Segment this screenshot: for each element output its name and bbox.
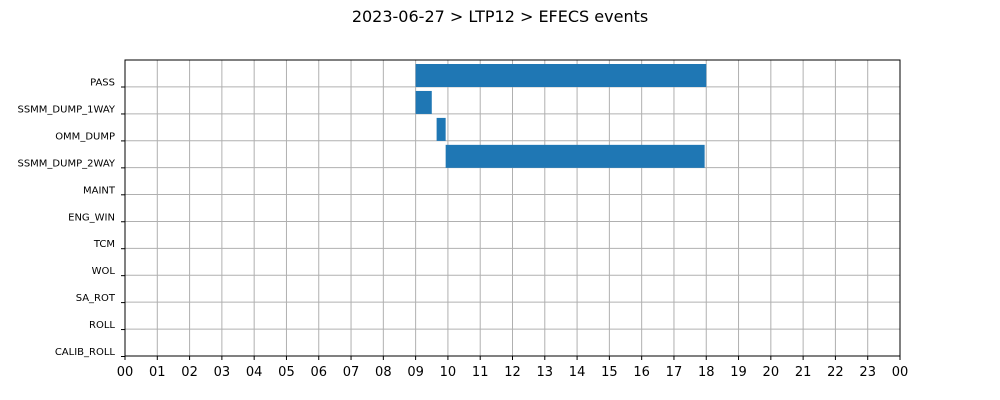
y-tick-label: WOL — [92, 266, 116, 277]
event-bar — [415, 90, 432, 114]
x-tick-label: 21 — [795, 365, 812, 380]
y-tick-label: SA_ROT — [76, 293, 116, 304]
y-tick-label: OMM_DUMP — [55, 131, 115, 142]
x-tick-label: 03 — [214, 365, 231, 380]
y-tick-label: PASS — [90, 78, 115, 89]
x-tick-label: 15 — [601, 365, 618, 380]
chart-title: 2023-06-27 > LTP12 > EFECS events — [352, 7, 648, 26]
x-tick-label: 00 — [117, 365, 134, 380]
x-tick-label: 20 — [763, 365, 780, 380]
x-tick-label: 22 — [827, 365, 844, 380]
x-tick-label: 13 — [537, 365, 554, 380]
event-bars — [415, 64, 707, 168]
x-tick-label: 07 — [343, 365, 360, 380]
event-bar — [445, 144, 705, 168]
x-tick-label: 05 — [278, 365, 295, 380]
y-tick-label: TCM — [93, 239, 115, 250]
x-tick-label: 16 — [633, 365, 650, 380]
x-tick-label: 14 — [569, 365, 586, 380]
y-tick-label: MAINT — [83, 185, 116, 196]
x-axis: 00 01 02 03 04 05 06 07 08 09 10 11 12 13 14 15 16 17 18 19… — [117, 356, 909, 380]
y-tick-label: CALIB_ROLL — [55, 347, 116, 358]
y-tick-label: SSMM_DUMP_1WAY — [17, 104, 115, 115]
x-tick-label: 23 — [859, 365, 876, 380]
y-tick-label: ROLL — [89, 320, 115, 331]
y-tick-label: SSMM_DUMP_2WAY — [17, 158, 115, 169]
x-tick-label: 00 — [892, 365, 909, 380]
x-tick-label: 09 — [407, 365, 424, 380]
x-tick-label: 01 — [149, 365, 166, 380]
x-tick-label: 06 — [310, 365, 327, 380]
x-tick-label: 12 — [504, 365, 521, 380]
x-tick-label: 11 — [472, 365, 489, 380]
x-tick-label: 17 — [666, 365, 683, 380]
x-tick-label: 18 — [698, 365, 715, 380]
x-tick-label: 08 — [375, 365, 392, 380]
grid-lines — [124, 60, 901, 357]
x-tick-label: 19 — [730, 365, 747, 380]
y-axis: PASS SSMM_DUMP_1WAY OMM_DUMP SSMM_DUMP_2WAY… — [17, 78, 125, 358]
x-tick-label: 04 — [246, 365, 263, 380]
y-tick-label: ENG_WIN — [68, 212, 115, 223]
event-bar — [436, 117, 446, 141]
event-bar — [415, 64, 707, 87]
x-tick-label: 10 — [440, 365, 457, 380]
x-tick-label: 02 — [181, 365, 198, 380]
